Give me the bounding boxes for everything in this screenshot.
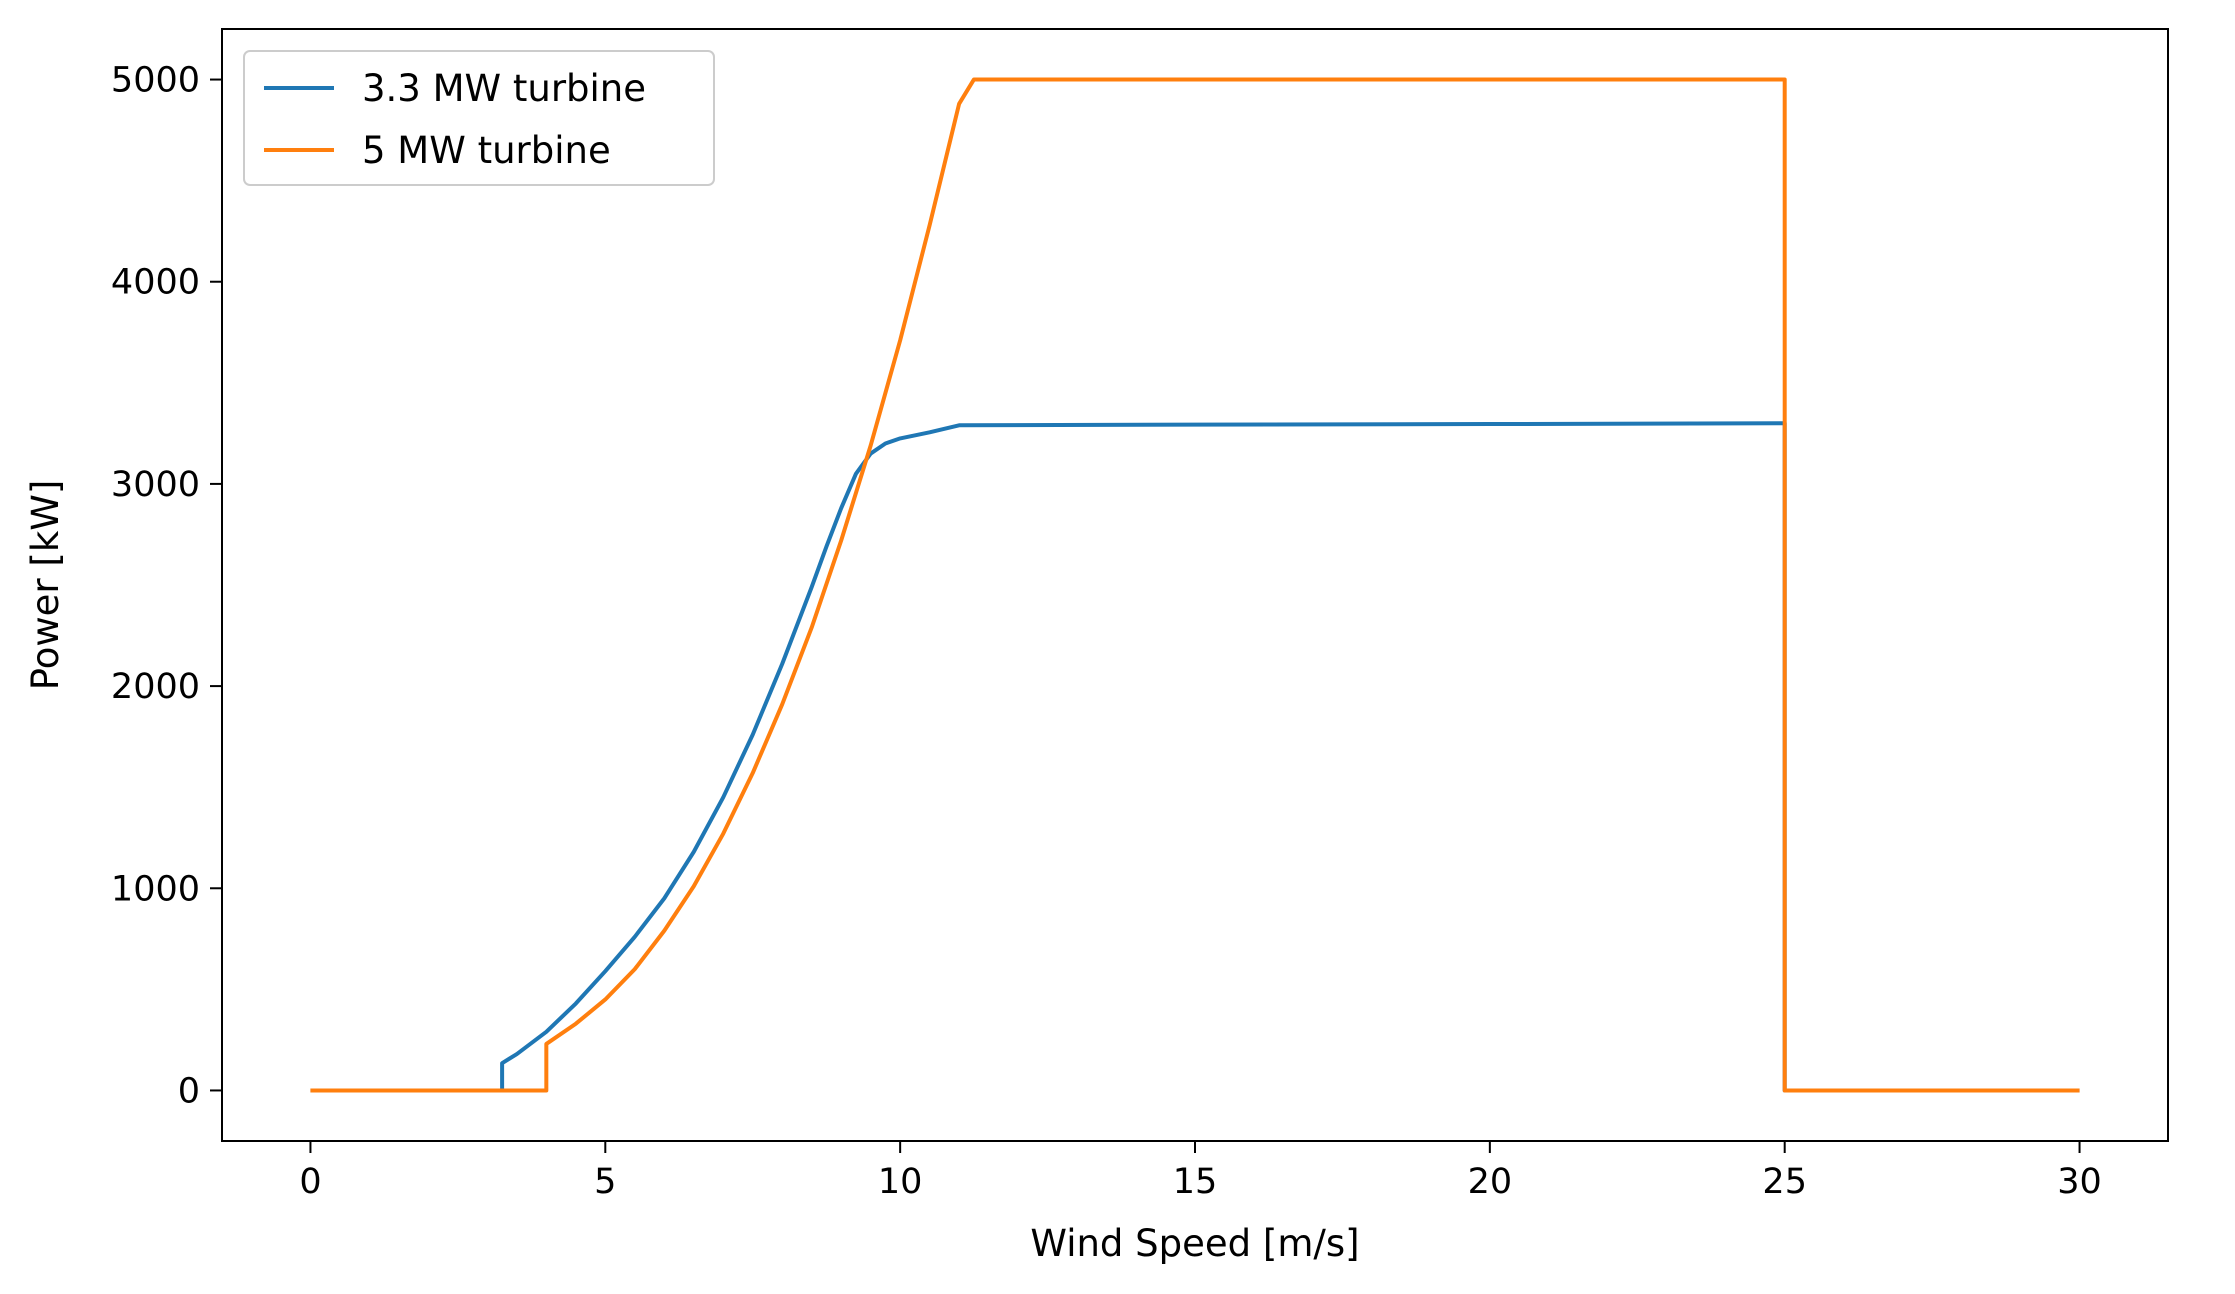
legend-label-1: 3.3 MW turbine xyxy=(362,67,646,110)
y-tick-label: 2000 xyxy=(111,667,200,707)
y-axis: 0 1000 2000 3000 4000 5000 xyxy=(111,61,222,1111)
legend-label-2: 5 MW turbine xyxy=(362,129,611,172)
series-line-1 xyxy=(310,421,2080,1093)
x-tick-label: 25 xyxy=(1762,1162,1807,1202)
series-line-2 xyxy=(310,77,2080,1093)
legend: 3.3 MW turbine 5 MW turbine xyxy=(243,50,715,186)
x-tick-label: 0 xyxy=(299,1162,321,1202)
x-tick-label: 10 xyxy=(878,1162,923,1202)
series-layer xyxy=(310,77,2080,1093)
legend-box xyxy=(243,50,715,186)
x-tick-label: 5 xyxy=(594,1162,616,1202)
y-axis-label: Power [kW] xyxy=(24,480,67,691)
x-tick-label: 15 xyxy=(1173,1162,1218,1202)
x-tick-label: 20 xyxy=(1468,1162,1513,1202)
y-tick-label: 1000 xyxy=(111,869,200,909)
y-tick-label: 0 xyxy=(178,1071,200,1111)
y-tick-label: 3000 xyxy=(111,465,200,505)
y-tick-label: 4000 xyxy=(111,263,200,303)
x-axis: 0 5 10 15 20 25 30 xyxy=(299,1141,2102,1202)
x-tick-label: 30 xyxy=(2057,1162,2102,1202)
x-axis-label: Wind Speed [m/s] xyxy=(1030,1222,1359,1265)
y-tick-label: 5000 xyxy=(111,61,200,101)
